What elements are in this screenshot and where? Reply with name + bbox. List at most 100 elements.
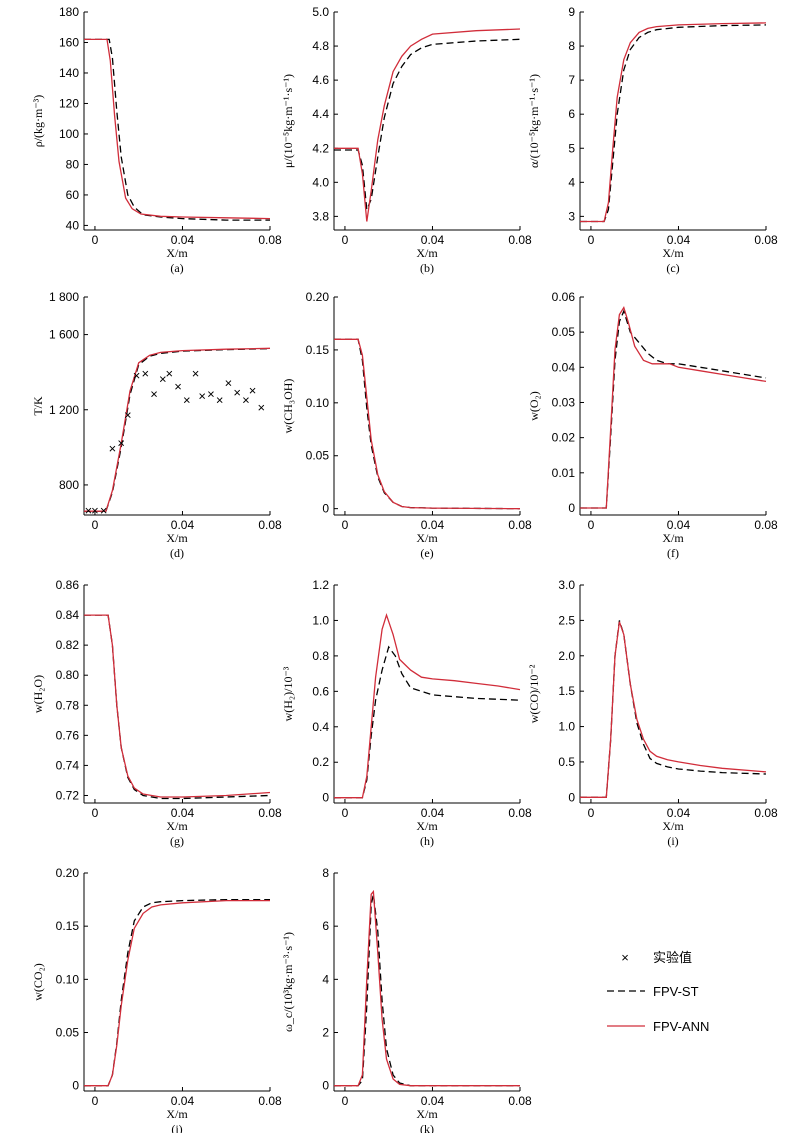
panel-label: (g) — [170, 834, 184, 848]
x-tick-label: 0.04 — [421, 233, 445, 247]
legend-ann-label: FPV-ANN — [653, 1019, 709, 1034]
experiment-point: × — [117, 436, 125, 451]
y-axis-label: α/(10⁻⁵kg·m⁻¹·s⁻¹) — [527, 74, 541, 168]
x-tick-label: 0.08 — [258, 1094, 282, 1108]
y-tick-label: 0.10 — [56, 972, 80, 986]
panel-label: (c) — [666, 261, 679, 275]
y-tick-label: 0 — [322, 791, 329, 805]
x-axis-label: X/m — [416, 819, 438, 833]
y-tick-label: 1 800 — [49, 290, 79, 304]
y-axis-label: w(H₂)/10⁻³ — [281, 666, 295, 721]
y-tick-label: 4.6 — [312, 73, 329, 87]
x-tick-label: 0.08 — [258, 806, 282, 820]
experiment-point: × — [100, 503, 108, 518]
y-tick-label: 2.5 — [558, 613, 575, 627]
experiment-point: × — [124, 407, 132, 422]
x-tick-label: 0 — [588, 518, 595, 532]
x-axis-label: X/m — [166, 246, 188, 260]
y-tick-label: 3.0 — [558, 578, 575, 592]
experiment-point: × — [216, 392, 224, 407]
chart-c: 3 4 5 6 7 8 9 0 0.04 0.08 X/m(c) α/(10⁻⁵kg·m⁻¹·s⁻¹) — [527, 5, 778, 275]
chart-e: 0 0.05 0.10 0.15 0.20 0 0.04 0.08 X/m(e) w(CH₃OH) — [281, 290, 532, 560]
series-fpv-st-line — [334, 645, 521, 799]
y-tick-label: 5.0 — [312, 5, 329, 19]
experiment-point: × — [159, 372, 167, 387]
x-tick-label: 0 — [588, 806, 595, 820]
y-tick-label: 140 — [59, 66, 79, 80]
series-fpv-ann-line — [580, 22, 767, 223]
chart-k: 0 2 4 6 8 0 0.04 0.08 X/m(k) ω_c/(10³kg·m⁻³·s⁻¹) — [281, 866, 532, 1133]
series-fpv-st-line — [334, 894, 520, 1087]
y-tick-label: 0.84 — [56, 608, 80, 622]
y-tick-label: 2.0 — [558, 649, 575, 663]
y-tick-label: 1 200 — [49, 403, 79, 417]
series-fpv-ann-line — [84, 347, 271, 512]
chart-b: 3.8 4.0 4.2 4.4 4.6 4.8 5.0 0 0.04 0.08 X/m(b) μ/(1… — [281, 5, 532, 275]
experiment-point: × — [150, 387, 158, 402]
y-tick-label: 0.76 — [56, 728, 80, 742]
x-tick-label: 0 — [92, 1094, 99, 1108]
x-axis-label: X/m — [416, 1107, 438, 1121]
y-tick-label: 0.8 — [312, 649, 329, 663]
x-axis-label: X/m — [166, 819, 188, 833]
y-tick-label: 800 — [59, 478, 79, 492]
series-fpv-ann-line — [84, 614, 271, 798]
y-tick-label: 1 600 — [49, 328, 79, 342]
series-fpv-st-line — [334, 38, 521, 210]
x-tick-label: 0 — [342, 1094, 349, 1108]
y-axis-label: w(H₂O) — [31, 675, 45, 713]
y-axis-label: w(CH₃OH) — [281, 379, 295, 434]
panel-label: (k) — [420, 1122, 434, 1133]
y-tick-label: 0.01 — [552, 466, 576, 480]
y-tick-label: 3.8 — [312, 209, 329, 223]
y-tick-label: 4 — [568, 175, 575, 189]
y-tick-label: 0.10 — [306, 396, 330, 410]
legend-st-label: FPV-ST — [653, 984, 699, 999]
panel-label: (i) — [667, 834, 678, 848]
x-tick-label: 0.08 — [508, 518, 532, 532]
y-tick-label: 4.4 — [312, 107, 329, 121]
x-tick-label: 0.04 — [171, 1094, 195, 1108]
series-fpv-ann-line — [580, 305, 767, 509]
y-axis-label: ω_c/(10³kg·m⁻³·s⁻¹) — [281, 932, 295, 1032]
series-fpv-st-line — [84, 348, 271, 512]
y-tick-label: 0.15 — [56, 919, 80, 933]
x-tick-label: 0 — [342, 518, 349, 532]
legend-experiment-label: 实验值 — [653, 950, 692, 965]
y-tick-label: 160 — [59, 35, 79, 49]
x-tick-label: 0.08 — [508, 1094, 532, 1108]
y-tick-label: 1.0 — [558, 720, 575, 734]
x-tick-label: 0.04 — [171, 233, 195, 247]
y-tick-label: 0.03 — [552, 395, 576, 409]
y-tick-label: 80 — [66, 157, 80, 171]
y-tick-label: 120 — [59, 96, 79, 110]
x-axis-label: X/m — [662, 819, 684, 833]
experiment-point: × — [183, 392, 191, 407]
x-tick-label: 0.04 — [421, 1094, 445, 1108]
y-tick-label: 0.6 — [312, 684, 329, 698]
x-axis-label: X/m — [662, 246, 684, 260]
y-tick-label: 4.2 — [312, 141, 329, 155]
y-tick-label: 0.04 — [552, 360, 576, 374]
series-fpv-ann-line — [84, 899, 270, 1087]
y-tick-label: 4 — [322, 972, 329, 986]
series-fpv-ann-line — [334, 28, 521, 222]
y-tick-label: 0.5 — [558, 755, 575, 769]
x-tick-label: 0.08 — [258, 518, 282, 532]
y-tick-label: 0.05 — [552, 325, 576, 339]
chart-g: 0.72 0.74 0.76 0.78 0.80 0.82 0.84 0.86 0 0.04 0.0… — [31, 578, 282, 848]
panel-label: (d) — [170, 546, 184, 560]
y-tick-label: 8 — [568, 39, 575, 53]
panel-label: (a) — [170, 261, 183, 275]
y-tick-label: 0.06 — [552, 290, 576, 304]
series-fpv-st-line — [84, 38, 270, 221]
experiment-point: × — [225, 375, 233, 390]
series-fpv-ann-line — [580, 621, 767, 798]
y-axis-label: w(CO)/10⁻² — [527, 664, 541, 723]
y-tick-label: 0.86 — [56, 578, 80, 592]
x-axis-label: X/m — [416, 246, 438, 260]
x-tick-label: 0.08 — [754, 518, 778, 532]
y-tick-label: 1.0 — [312, 613, 329, 627]
